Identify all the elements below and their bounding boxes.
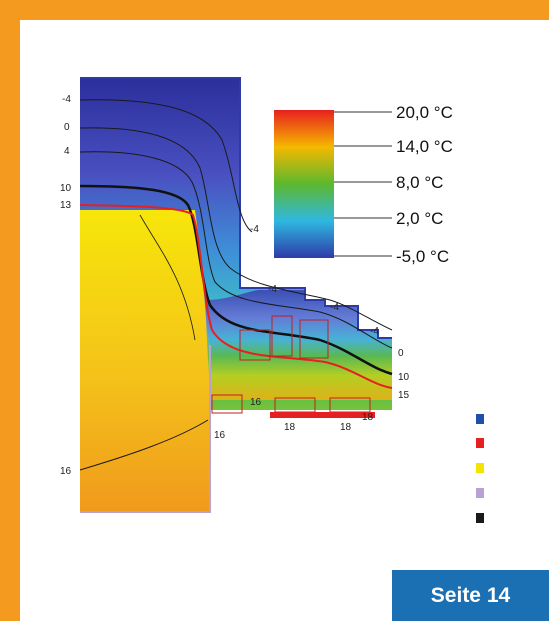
wall-outline (80, 345, 211, 513)
isotherm-line (79, 127, 393, 331)
legend-swatch-black (476, 513, 484, 523)
color-scale-bar (274, 110, 334, 258)
legend-swatch-red (476, 438, 484, 448)
isotherm-line (79, 419, 209, 471)
isotherm-label: -4 (250, 224, 259, 235)
sill-base (270, 412, 375, 418)
scale-label: 2,0 °C (396, 209, 443, 228)
isotherm-label: 15 (398, 390, 410, 401)
isotherm-label: 18 (284, 422, 296, 433)
orange-frame-top (0, 0, 549, 20)
isotherm-label: 4 (64, 146, 70, 157)
legend-swatch-purple (476, 488, 484, 498)
legend-swatch-blue (476, 414, 484, 424)
isotherm-label: 16 (250, 397, 262, 408)
isotherm-label: 18 (362, 412, 374, 423)
building-outline (80, 77, 392, 339)
orange-frame-left (0, 0, 20, 621)
isotherm-label: 10 (60, 183, 72, 194)
isotherm-label: -4 (62, 94, 71, 105)
isotherm-line (79, 204, 393, 389)
isotherm-label: 0 (64, 122, 70, 133)
page-number-badge: Seite 14 (392, 570, 549, 621)
isotherm-line (79, 99, 253, 233)
isotherm-line (79, 151, 393, 349)
scale-label: 20,0 °C (396, 103, 453, 122)
wall-interior-warm (80, 210, 210, 512)
scale-label: 8,0 °C (396, 173, 443, 192)
isotherm-line (79, 184, 393, 376)
isotherm-label: 10 (398, 372, 410, 383)
legend-swatch-yellow (476, 463, 484, 473)
isotherm-label: 0 (398, 348, 404, 359)
isotherm-label: -4 (370, 326, 379, 337)
scale-label: -5,0 °C (396, 247, 449, 266)
color-scale-ticks (334, 111, 392, 257)
isotherm-label: 18 (340, 422, 352, 433)
isotherm-label: 16 (60, 466, 72, 477)
window-sill-region (205, 290, 392, 400)
isotherm-label: -4 (268, 284, 277, 295)
isotherm-label: -4 (330, 302, 339, 313)
isotherm-label: 13 (60, 200, 72, 211)
isotherm-label: 16 (214, 430, 226, 441)
isotherm-line (139, 214, 196, 341)
scale-label: 14,0 °C (396, 137, 453, 156)
